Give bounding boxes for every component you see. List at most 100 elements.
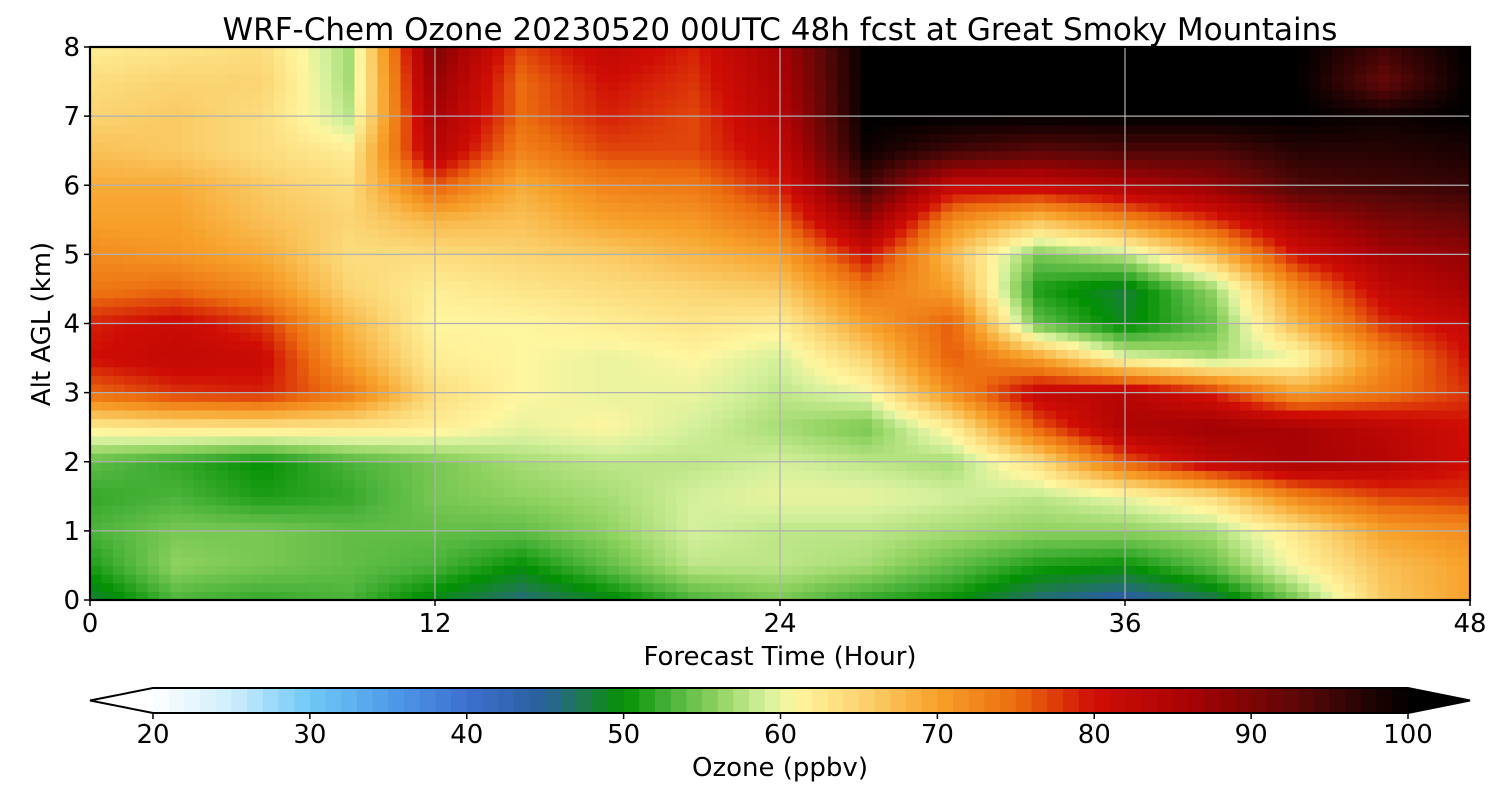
heatmap-cell [366,116,379,126]
heatmap-cell [170,176,183,186]
heatmap-cell [262,453,275,463]
heatmap-cell [331,263,344,273]
heatmap-cell [929,444,942,454]
heatmap-cell [239,418,252,428]
heatmap-cell [952,461,965,471]
heatmap-cell [423,211,436,221]
heatmap-cell [527,427,540,437]
heatmap-cell [469,47,482,57]
heatmap-cell [619,383,632,394]
heatmap-cell [113,487,126,497]
heatmap-cell [159,340,172,351]
heatmap-cell [665,288,678,299]
heatmap-cell [354,591,367,601]
heatmap-cell [780,314,793,325]
heatmap-cell [918,504,931,515]
heatmap-cell [435,116,448,126]
heatmap-cell [481,142,494,152]
heatmap-cell [389,435,402,446]
heatmap-cell [377,479,390,489]
heatmap-cell [377,254,390,264]
heatmap-cell [354,556,367,567]
heatmap-cell [722,591,735,601]
heatmap-cell [941,150,954,160]
heatmap-cell [584,159,597,169]
heatmap-cell [688,90,701,100]
heatmap-cell [780,167,793,178]
heatmap-cell [941,211,954,221]
heatmap-cell [308,444,321,454]
heatmap-cell [607,142,620,152]
heatmap-cell [216,574,229,584]
heatmap-cell [918,245,931,255]
heatmap-cell [412,358,425,368]
heatmap-cell [527,470,540,480]
heatmap-cell [159,150,172,160]
heatmap-cell [584,435,597,446]
heatmap-cell [354,444,367,454]
heatmap-cell [504,211,517,221]
heatmap-cell [159,297,172,307]
heatmap-cell [262,418,275,428]
heatmap-cell [688,539,701,549]
heatmap-cell [113,366,126,376]
heatmap-cell [251,254,264,264]
heatmap-cell [343,185,356,195]
heatmap-cell [826,435,839,446]
heatmap-cell [814,444,827,454]
heatmap-cell [377,513,390,523]
heatmap-cell [676,401,689,411]
heatmap-cell [469,314,482,325]
heatmap-cell [147,409,160,420]
heatmap-cell [354,98,367,109]
heatmap-cell [584,427,597,437]
heatmap-cell [814,263,827,273]
heatmap-cell [412,383,425,394]
heatmap-cell [343,591,356,601]
heatmap-cell [872,522,885,532]
heatmap-cell [435,133,448,143]
heatmap-cell [688,375,701,385]
heatmap-cell [814,271,827,281]
heatmap-cell [124,392,137,402]
heatmap-cell [676,487,689,497]
heatmap-cell [768,245,781,255]
heatmap-cell [308,142,321,152]
heatmap-cell [515,375,528,385]
heatmap-cell [492,193,505,204]
heatmap-cell [308,539,321,549]
heatmap-cell [619,202,632,212]
heatmap-cell [596,81,609,91]
heatmap-cell [768,556,781,567]
heatmap-cell [676,496,689,506]
heatmap-cell [423,582,436,592]
heatmap-cell [814,427,827,437]
heatmap-cell [320,358,333,368]
heatmap-cell [561,582,574,592]
heatmap-cell [239,237,252,247]
heatmap-cell [458,202,471,212]
heatmap-cell [458,496,471,506]
heatmap-cell [331,504,344,515]
heatmap-cell [515,150,528,160]
heatmap-cell [791,288,804,299]
heatmap-cell [630,211,643,221]
heatmap-cell [929,55,942,65]
heatmap-cell [918,116,931,126]
heatmap-cell [285,504,298,515]
heatmap-cell [331,418,344,428]
heatmap-cell [285,565,298,575]
heatmap-cell [584,332,597,342]
heatmap-cell [331,332,344,342]
heatmap-cell [791,548,804,558]
heatmap-cell [239,228,252,238]
heatmap-cell [619,504,632,515]
heatmap-cell [872,167,885,178]
heatmap-cell [320,211,333,221]
heatmap-cell [883,81,896,91]
heatmap-cell [354,185,367,195]
heatmap-cell [964,358,977,368]
heatmap-cell [768,280,781,290]
heatmap-cell [860,55,873,65]
heatmap-cell [136,349,149,359]
